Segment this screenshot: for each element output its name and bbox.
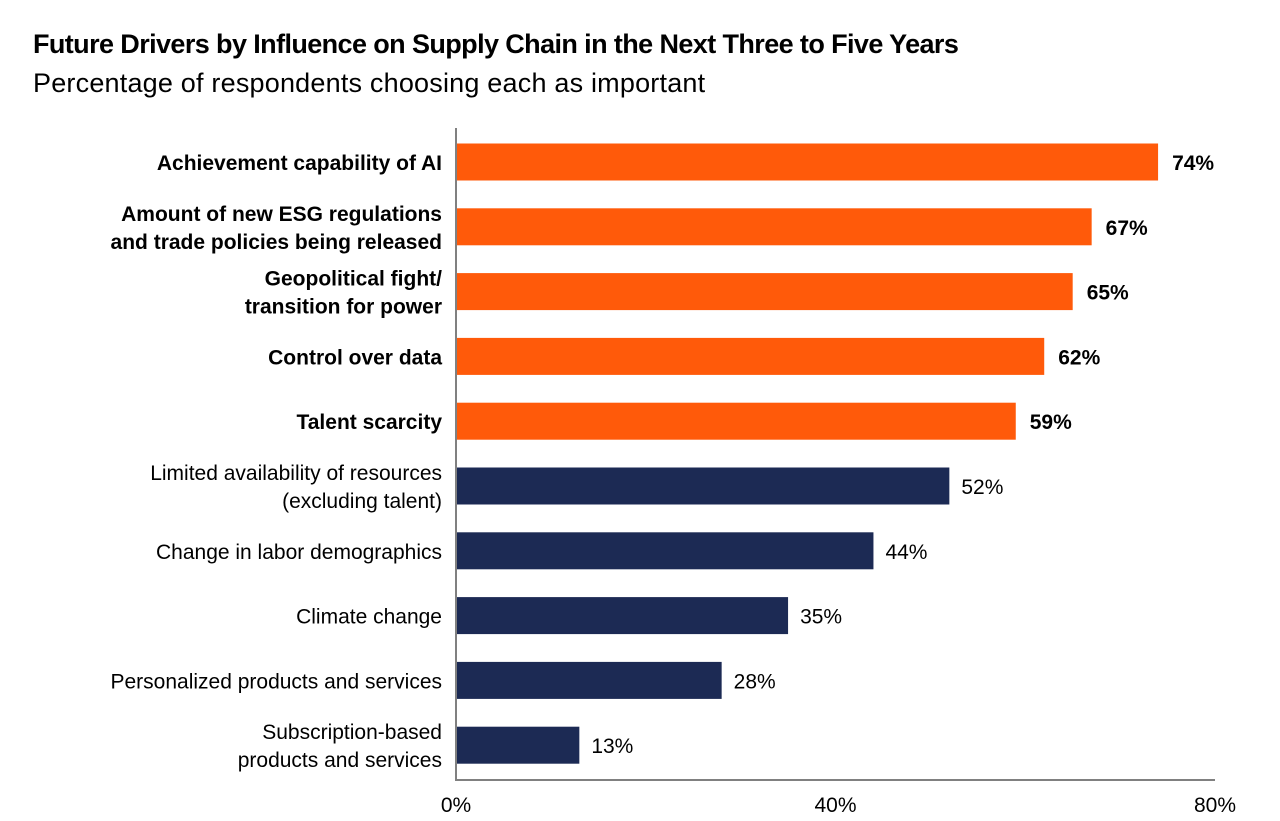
category-label-line: (excluding talent)	[282, 490, 442, 513]
value-label: 67%	[1106, 217, 1148, 240]
bar	[457, 597, 789, 635]
bars-group	[457, 143, 1159, 764]
value-label: 35%	[800, 606, 842, 629]
category-labels: Achievement capability of AI Amount of ne…	[110, 152, 442, 772]
category-label: Personalized products and services	[110, 670, 442, 693]
bar	[457, 143, 1159, 181]
category-label-line: transition for power	[245, 296, 442, 319]
category-label: Climate change	[296, 606, 442, 629]
category-label-line: Geopolitical fight/	[265, 268, 442, 291]
category-label-line: Amount of new ESG regulations	[121, 203, 442, 226]
chart-title: Future Drivers by Influence on Supply Ch…	[33, 29, 959, 59]
category-label: Geopolitical fight/transition for power	[245, 268, 442, 319]
category-label: Achievement capability of AI	[157, 152, 442, 175]
value-label: 28%	[734, 670, 776, 693]
x-tick-label: 80%	[1194, 794, 1236, 817]
category-label-line: Limited availability of resources	[150, 462, 442, 485]
value-labels: 74% 67% 65% 62% 59% 52% 44% 35% 28% 13%	[591, 152, 1214, 758]
category-label: Subscription-based products and services	[238, 721, 442, 772]
value-label: 62%	[1058, 346, 1100, 369]
category-label-line: Subscription-based	[262, 721, 442, 744]
value-label: 65%	[1087, 282, 1129, 305]
bar	[457, 467, 950, 505]
category-label-line: and trade policies being released	[111, 231, 442, 254]
value-label: 59%	[1030, 411, 1072, 434]
bar	[457, 337, 1045, 375]
category-label: Control over data	[268, 346, 442, 369]
bar	[457, 208, 1092, 246]
category-label-line: Achievement capability of AI	[157, 152, 442, 175]
bar	[457, 273, 1073, 311]
x-tick-label: 0%	[441, 794, 471, 817]
category-label-line: Personalized products and services	[110, 670, 442, 693]
bar	[457, 661, 722, 699]
bar	[457, 532, 874, 570]
category-label: Change in labor demographics	[156, 541, 442, 564]
category-label: Talent scarcity	[296, 411, 442, 434]
value-label: 44%	[885, 541, 927, 564]
value-label: 13%	[591, 735, 633, 758]
chart-subtitle: Percentage of respondents choosing each …	[33, 68, 706, 98]
bar	[457, 726, 580, 764]
value-label: 52%	[961, 476, 1003, 499]
category-label-line: Climate change	[296, 606, 442, 629]
category-label: Amount of new ESG regulations and trade p…	[111, 203, 442, 254]
value-label: 74%	[1172, 152, 1214, 175]
category-label-line: Talent scarcity	[296, 411, 442, 434]
category-label: Limited availability of resources (exclud…	[150, 462, 442, 513]
x-tick-label: 40%	[814, 794, 856, 817]
bar	[457, 402, 1016, 440]
category-label-line: products and services	[238, 749, 442, 772]
category-label-line: Change in labor demographics	[156, 541, 442, 564]
category-label-line: Control over data	[268, 346, 442, 369]
x-tick-labels: 0% 40% 80%	[441, 794, 1236, 817]
